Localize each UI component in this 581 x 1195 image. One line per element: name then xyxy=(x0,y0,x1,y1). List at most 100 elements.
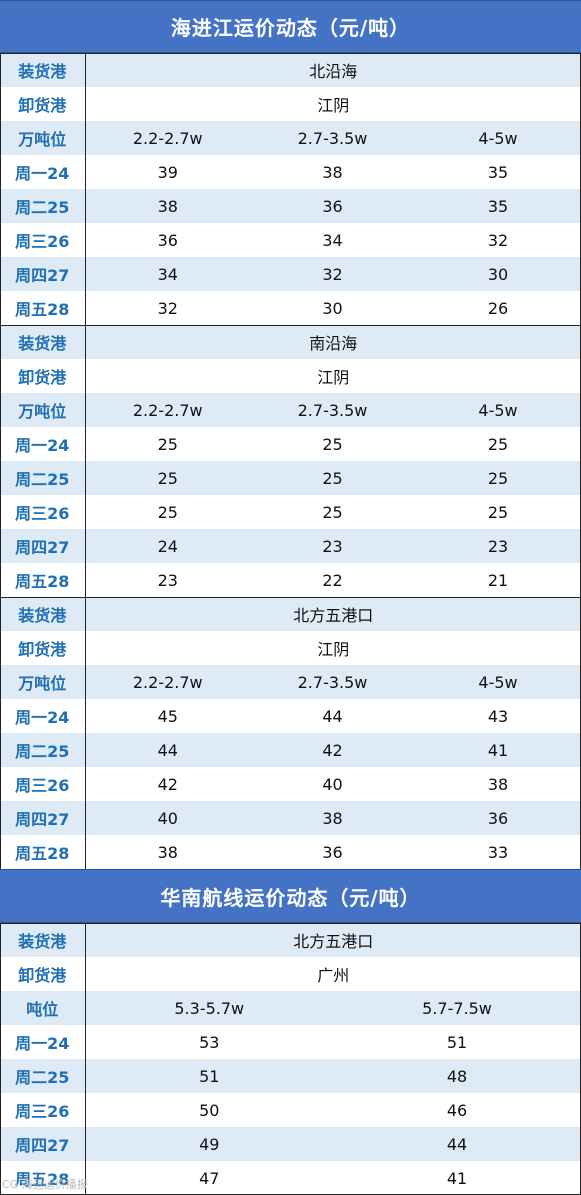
day-label: 周二25 xyxy=(0,189,86,223)
unloading-port-label: 卸货港 xyxy=(0,957,86,991)
loading-port-row: 装货港 北方五港口 xyxy=(0,923,581,957)
table-row: 周五28 47 41 xyxy=(0,1161,581,1195)
rate-cell: 50 xyxy=(85,1093,333,1127)
table-row: 周一24 53 51 xyxy=(0,1025,581,1059)
rate-cell: 48 xyxy=(333,1059,581,1093)
table-row: 周二25 51 48 xyxy=(0,1059,581,1093)
rate-cell: 25 xyxy=(415,427,581,461)
rate-cell: 23 xyxy=(250,529,415,563)
rate-cell: 32 xyxy=(85,291,250,325)
tonnage-col-3: 4-5w xyxy=(415,665,581,699)
rate-cell: 49 xyxy=(85,1127,333,1161)
rate-cell: 46 xyxy=(333,1093,581,1127)
day-label: 周五28 xyxy=(0,291,86,325)
tonnage-col-2: 5.7-7.5w xyxy=(333,991,581,1025)
section-1-title: 海进江运价动态（元/吨） xyxy=(0,0,581,53)
tonnage-row: 万吨位 2.2-2.7w 2.7-3.5w 4-5w xyxy=(0,393,581,427)
day-label: 周五28 xyxy=(0,1161,86,1195)
table-row: 周三26 50 46 xyxy=(0,1093,581,1127)
day-label: 周二25 xyxy=(0,733,86,767)
rate-cell: 43 xyxy=(415,699,581,733)
day-label: 周一24 xyxy=(0,155,86,189)
unloading-port-row: 卸货港 江阴 xyxy=(0,359,581,393)
day-label: 周一24 xyxy=(0,699,86,733)
tonnage-label: 万吨位 xyxy=(0,393,86,427)
table-row: 周五28 23 22 21 xyxy=(0,563,581,597)
rate-table-block-3: 装货港 北方五港口 卸货港 江阴 万吨位 2.2-2.7w 2.7-3.5w 4… xyxy=(0,597,581,869)
rate-cell: 53 xyxy=(85,1025,333,1059)
rate-cell: 22 xyxy=(250,563,415,597)
day-label: 周四27 xyxy=(0,257,86,291)
table-row: 周二25 44 42 41 xyxy=(0,733,581,767)
day-label: 周二25 xyxy=(0,1059,86,1093)
rate-table-block-2: 装货港 南沿海 卸货港 江阴 万吨位 2.2-2.7w 2.7-3.5w 4-5… xyxy=(0,325,581,597)
rate-cell: 41 xyxy=(333,1161,581,1195)
unloading-port-value: 江阴 xyxy=(85,87,581,121)
section-2-title-text: 华南航线运价动态（元/吨） xyxy=(160,885,421,910)
table-row: 周三26 25 25 25 xyxy=(0,495,581,529)
day-label: 周五28 xyxy=(0,835,86,869)
day-label: 周五28 xyxy=(0,563,86,597)
rate-cell: 40 xyxy=(85,801,250,835)
rate-cell: 45 xyxy=(85,699,250,733)
rate-cell: 42 xyxy=(85,767,250,801)
tonnage-col-1: 5.3-5.7w xyxy=(85,991,333,1025)
rate-cell: 51 xyxy=(333,1025,581,1059)
unloading-port-value: 广州 xyxy=(85,957,581,991)
tonnage-label: 吨位 xyxy=(0,991,86,1025)
rate-cell: 44 xyxy=(85,733,250,767)
rate-cell: 44 xyxy=(333,1127,581,1161)
table-row: 周四27 24 23 23 xyxy=(0,529,581,563)
table-row: 周四27 34 32 30 xyxy=(0,257,581,291)
loading-port-row: 装货港 北方五港口 xyxy=(0,597,581,631)
loading-port-value: 北方五港口 xyxy=(85,597,581,631)
rate-cell: 21 xyxy=(415,563,581,597)
loading-port-label: 装货港 xyxy=(0,923,86,957)
table-row: 周四27 49 44 xyxy=(0,1127,581,1161)
day-label: 周四27 xyxy=(0,529,86,563)
table-row: 周二25 25 25 25 xyxy=(0,461,581,495)
day-label: 周三26 xyxy=(0,495,86,529)
day-label: 周三26 xyxy=(0,1093,86,1127)
tonnage-col-2: 2.7-3.5w xyxy=(250,665,415,699)
tonnage-label: 万吨位 xyxy=(0,121,86,155)
table-row: 周五28 32 30 26 xyxy=(0,291,581,325)
rate-cell: 41 xyxy=(415,733,581,767)
rate-cell: 24 xyxy=(85,529,250,563)
rate-cell: 25 xyxy=(250,495,415,529)
rate-cell: 51 xyxy=(85,1059,333,1093)
tonnage-col-3: 4-5w xyxy=(415,121,581,155)
rate-cell: 26 xyxy=(415,291,581,325)
unloading-port-row: 卸货港 江阴 xyxy=(0,87,581,121)
section-1-title-text: 海进江运价动态（元/吨） xyxy=(170,16,411,40)
tonnage-col-1: 2.2-2.7w xyxy=(85,121,250,155)
rate-cell: 33 xyxy=(415,835,581,869)
loading-port-label: 装货港 xyxy=(0,597,86,631)
rate-cell: 39 xyxy=(85,155,250,189)
tonnage-row: 吨位 5.3-5.7w 5.7-7.5w xyxy=(0,991,581,1025)
rate-cell: 25 xyxy=(85,461,250,495)
rate-cell: 36 xyxy=(415,801,581,835)
rate-cell: 25 xyxy=(250,461,415,495)
tonnage-col-1: 2.2-2.7w xyxy=(85,393,250,427)
day-label: 周二25 xyxy=(0,461,86,495)
unloading-port-label: 卸货港 xyxy=(0,631,86,665)
rate-table-south-china: 装货港 北方五港口 卸货港 广州 吨位 5.3-5.7w 5.7-7.5w 周一… xyxy=(0,923,581,1195)
rate-cell: 23 xyxy=(415,529,581,563)
rate-cell: 25 xyxy=(250,427,415,461)
rate-cell: 34 xyxy=(250,223,415,257)
unloading-port-value: 江阴 xyxy=(85,631,581,665)
loading-port-value: 北方五港口 xyxy=(85,923,581,957)
rate-cell: 36 xyxy=(250,189,415,223)
tonnage-col-2: 2.7-3.5w xyxy=(250,121,415,155)
table-row: 周五28 38 36 33 xyxy=(0,835,581,869)
table-row: 周四27 40 38 36 xyxy=(0,801,581,835)
rate-cell: 25 xyxy=(415,461,581,495)
rate-cell: 25 xyxy=(85,427,250,461)
table-row: 周一24 45 44 43 xyxy=(0,699,581,733)
rate-cell: 34 xyxy=(85,257,250,291)
tonnage-label: 万吨位 xyxy=(0,665,86,699)
rate-cell: 42 xyxy=(250,733,415,767)
rate-table-block-1: 装货港 北沿海 卸货港 江阴 万吨位 2.2-2.7w 2.7-3.5w 4-5… xyxy=(0,53,581,325)
tonnage-col-3: 4-5w xyxy=(415,393,581,427)
